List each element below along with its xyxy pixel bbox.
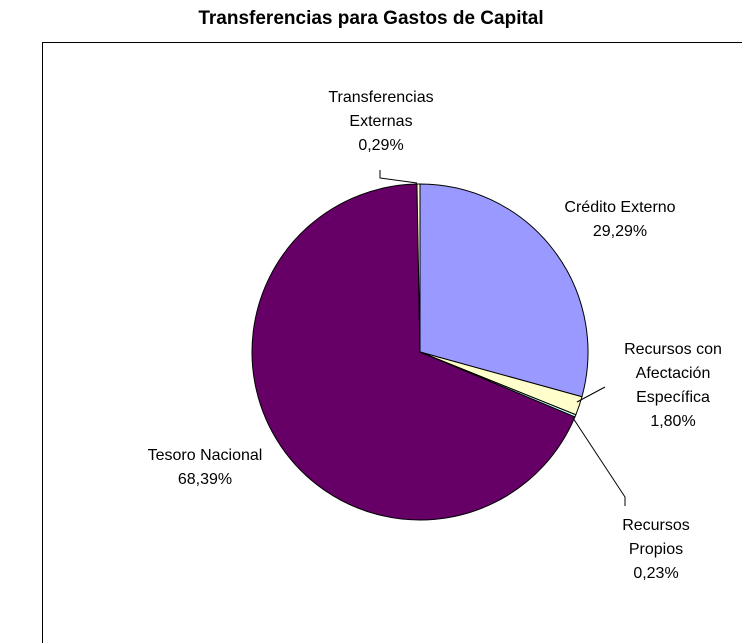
data-label: Tesoro Nacional 68,39% xyxy=(120,444,290,492)
leader-line xyxy=(379,170,418,184)
plot-border xyxy=(42,42,742,643)
category-label: Crédito Externo xyxy=(564,199,676,216)
data-label: Crédito Externo 29,29% xyxy=(540,196,700,244)
data-label: Transferencias Externas 0,29% xyxy=(306,86,456,158)
pie-slice xyxy=(416,183,421,353)
category-label: Transferencias Externas xyxy=(328,89,434,130)
data-label: Recursos con Afectación Específica 1,80% xyxy=(600,338,742,434)
category-label: Recursos con Afectación Específica xyxy=(624,341,722,406)
category-label: Tesoro Nacional xyxy=(147,447,263,464)
leader-line xyxy=(572,417,626,506)
value-label: 29,29% xyxy=(592,223,648,240)
value-label: 1,80% xyxy=(650,413,696,430)
value-label: 0,23% xyxy=(633,565,679,582)
pie-slice xyxy=(251,183,576,521)
category-label: Recursos Propios xyxy=(622,517,690,558)
value-label: 68,39% xyxy=(177,471,233,488)
leader-line xyxy=(576,386,606,403)
data-label: Recursos Propios 0,23% xyxy=(614,514,698,586)
chart-title: Transferencias para Gastos de Capital xyxy=(198,8,544,29)
pie-slice xyxy=(419,183,589,398)
value-label: 0,29% xyxy=(358,137,404,154)
